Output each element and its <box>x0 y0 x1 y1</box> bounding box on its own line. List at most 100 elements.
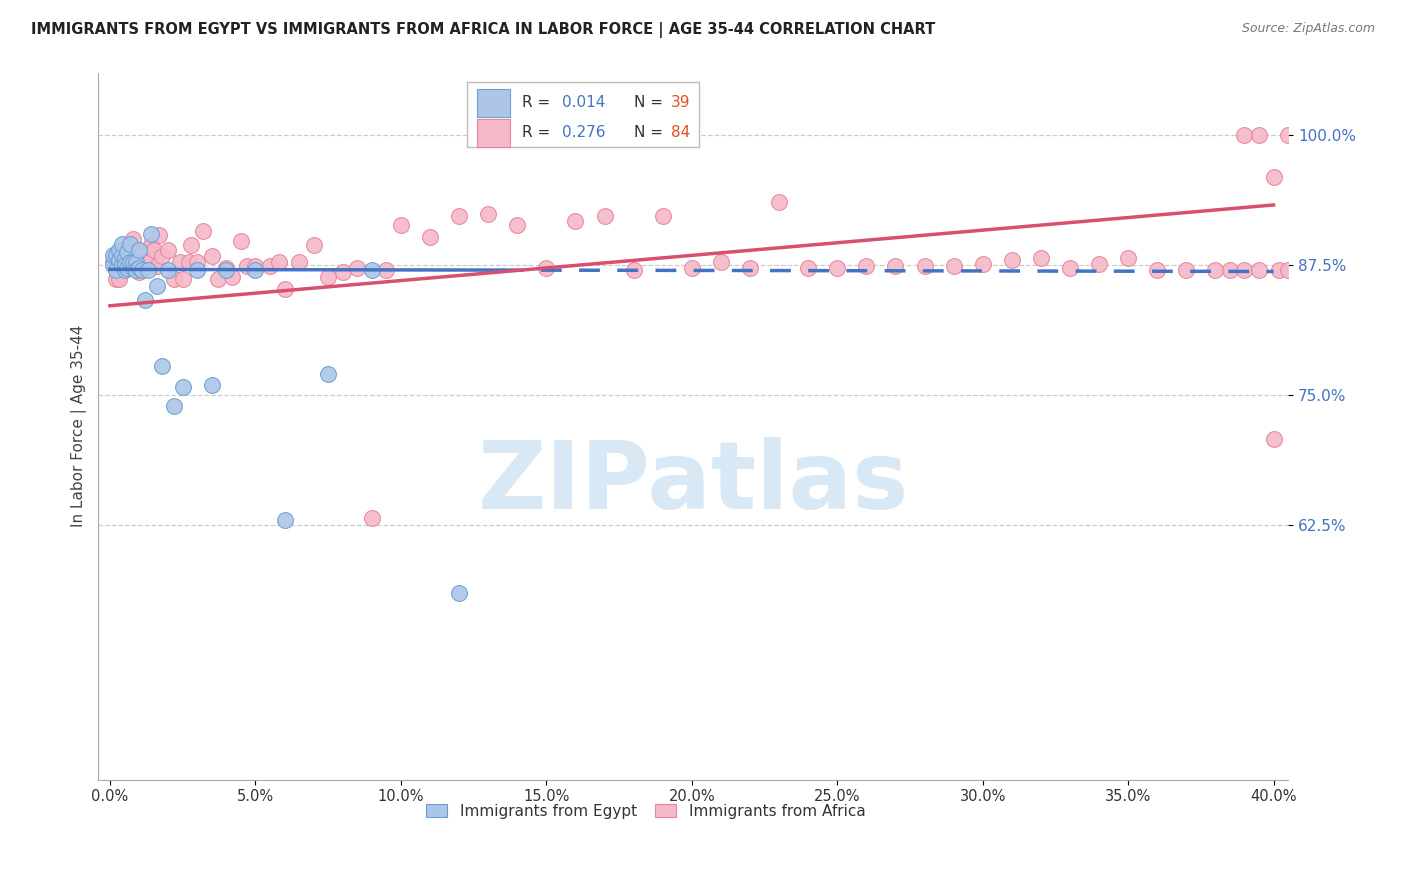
Point <box>117 261 139 276</box>
Point <box>1292 263 1315 277</box>
Point <box>177 255 200 269</box>
FancyBboxPatch shape <box>477 89 510 117</box>
Point <box>120 255 142 269</box>
Point <box>1263 169 1285 184</box>
Point <box>884 260 907 274</box>
Point <box>104 263 127 277</box>
Point <box>128 261 150 276</box>
Text: N =: N = <box>634 95 662 111</box>
Point <box>273 513 295 527</box>
Point <box>1285 263 1308 277</box>
Point <box>449 210 471 224</box>
Point <box>942 260 965 274</box>
Text: 39: 39 <box>671 95 690 111</box>
Point <box>855 260 877 274</box>
Point <box>150 249 173 263</box>
Point <box>111 258 134 272</box>
Point <box>157 243 180 257</box>
Point <box>1146 263 1168 277</box>
Point <box>117 244 139 259</box>
Point <box>134 293 156 307</box>
Text: N =: N = <box>634 126 662 140</box>
Point <box>107 253 129 268</box>
Point <box>245 263 267 277</box>
Point <box>623 263 645 277</box>
Point <box>150 359 173 373</box>
Point <box>245 260 267 274</box>
Point <box>1277 128 1299 143</box>
Point <box>186 263 208 277</box>
Point <box>215 263 238 277</box>
Point <box>316 269 339 284</box>
Point <box>1204 263 1226 277</box>
Point <box>169 255 191 269</box>
Point <box>375 263 398 277</box>
Point <box>419 230 441 244</box>
Point <box>215 261 238 276</box>
Point <box>1268 263 1291 277</box>
Point <box>107 271 129 285</box>
Point <box>139 238 162 252</box>
Point <box>120 260 142 274</box>
Point <box>128 243 150 257</box>
Point <box>111 237 134 252</box>
Text: ZIPatlas: ZIPatlas <box>478 437 908 529</box>
Point <box>360 510 382 524</box>
Point <box>101 258 124 272</box>
Point <box>593 210 616 224</box>
Point <box>207 271 229 285</box>
Legend: Immigrants from Egypt, Immigrants from Africa: Immigrants from Egypt, Immigrants from A… <box>420 797 872 825</box>
Point <box>163 399 186 413</box>
Point <box>114 263 136 277</box>
Text: 0.014: 0.014 <box>562 95 606 111</box>
Point <box>1247 263 1270 277</box>
Point <box>128 265 150 279</box>
Point <box>191 224 214 238</box>
Point <box>136 255 159 269</box>
Point <box>145 260 167 274</box>
FancyBboxPatch shape <box>477 119 510 147</box>
Point <box>1247 128 1270 143</box>
Point <box>449 585 471 599</box>
Point <box>651 210 673 224</box>
Point <box>180 238 202 252</box>
Point <box>316 368 339 382</box>
Point <box>346 261 368 276</box>
Point <box>101 255 124 269</box>
Text: 84: 84 <box>671 126 690 140</box>
Point <box>564 213 586 227</box>
Point <box>120 237 142 252</box>
Point <box>389 218 412 232</box>
Point <box>360 263 382 277</box>
Point <box>1175 263 1198 277</box>
Point <box>1029 251 1052 265</box>
Point <box>1263 432 1285 446</box>
Point <box>201 249 224 263</box>
Point <box>157 263 180 277</box>
Point <box>122 232 145 246</box>
Point <box>1088 257 1111 271</box>
Point <box>536 261 558 276</box>
Point <box>235 260 257 274</box>
Point <box>825 261 848 276</box>
Point <box>710 255 733 269</box>
Point <box>1116 251 1139 265</box>
Point <box>122 255 145 269</box>
Point <box>139 227 162 241</box>
Point <box>172 271 194 285</box>
Point <box>122 261 145 276</box>
Point <box>125 255 148 269</box>
Point <box>1059 261 1081 276</box>
Point <box>148 228 170 243</box>
Point <box>738 261 761 276</box>
Point <box>332 265 354 279</box>
Text: R =: R = <box>522 95 550 111</box>
Point <box>117 249 139 263</box>
Point <box>163 271 186 285</box>
Point <box>201 377 224 392</box>
Point <box>125 255 148 269</box>
Point <box>131 244 153 259</box>
FancyBboxPatch shape <box>467 82 699 147</box>
Point <box>1219 263 1241 277</box>
Point <box>229 235 252 249</box>
